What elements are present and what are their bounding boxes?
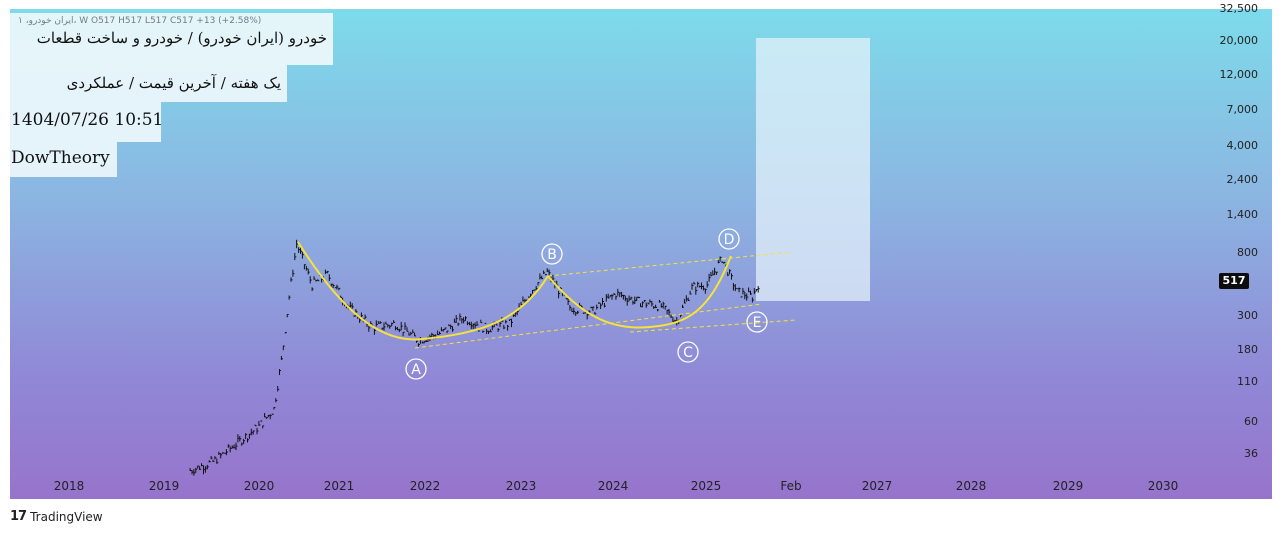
x-tick-label: 2019 — [148, 479, 180, 493]
last-price-tag: 517 — [1219, 273, 1249, 289]
x-tick-label: 2020 — [243, 479, 275, 493]
x-tick-label: 2022 — [409, 479, 441, 493]
trend-channel — [414, 251, 797, 349]
wave-markers: A B C D E — [405, 228, 768, 380]
price-bars — [189, 239, 760, 476]
x-tick-label: 2030 — [1147, 479, 1179, 493]
x-tick-label: 2025 — [690, 479, 722, 493]
target-zone-box — [756, 38, 870, 301]
symbol-title: خودرو (ایران خودرو) / خودرو و ساخت قطعات — [36, 29, 327, 47]
wave-marker-circle-e — [746, 311, 768, 333]
chart-canvas[interactable]: A B C D E — [10, 9, 1272, 499]
x-tick-label: Feb — [780, 479, 802, 493]
tradingview-logo[interactable]: 𝟭𝟳 TradingView — [10, 509, 103, 524]
x-tick-label: 2021 — [323, 479, 355, 493]
wave-marker-label-b: B — [547, 247, 557, 263]
cup-curve-left — [297, 241, 549, 341]
channel-upper-line — [547, 251, 793, 277]
wave-marker-circle-d — [718, 228, 740, 250]
x-tick-label: 2027 — [861, 479, 893, 493]
x-tick-label: 2029 — [1052, 479, 1084, 493]
tradingview-logo-icon: 𝟭𝟳 — [10, 509, 27, 524]
channel-middle-line — [414, 303, 763, 349]
symbol-title-box: ایران خودرو، ۱، W O517 H517 L517 C517 +1… — [10, 13, 333, 65]
wave-marker-circle-a — [405, 358, 427, 380]
date-time-box: 1404/07/26 10:51 — [10, 102, 164, 142]
x-tick-label: 2023 — [505, 479, 537, 493]
date-time-text: 1404/07/26 10:51 — [11, 110, 164, 130]
subtitle-text: یک هفته / آخرین قیمت / عملکردی — [66, 74, 281, 92]
author-box: DowTheory — [10, 142, 117, 177]
wave-marker-label-e: E — [753, 315, 762, 331]
timeframe-subtitle: یک هفته / آخرین قیمت / عملکردی — [10, 65, 287, 102]
x-tick-label: 2028 — [955, 479, 987, 493]
chart-pane[interactable]: A B C D E ایران خودرو، ۱، W O517 H517 L517 C… — [10, 9, 1272, 499]
wave-marker-circle-b — [541, 243, 563, 265]
author-text: DowTheory — [11, 148, 110, 168]
tradingview-brand-text: TradingView — [30, 509, 103, 524]
wave-marker-label-c: C — [683, 345, 693, 361]
wave-marker-label-d: D — [724, 232, 735, 248]
ohlc-legend: ایران خودرو، ۱، W O517 H517 L517 C517 +1… — [18, 16, 262, 26]
cup-curve-right — [547, 255, 732, 329]
x-tick-label: 2024 — [597, 479, 629, 493]
wave-marker-circle-c — [677, 341, 699, 363]
x-tick-label: 2018 — [53, 479, 85, 493]
wave-marker-label-a: A — [411, 362, 421, 378]
